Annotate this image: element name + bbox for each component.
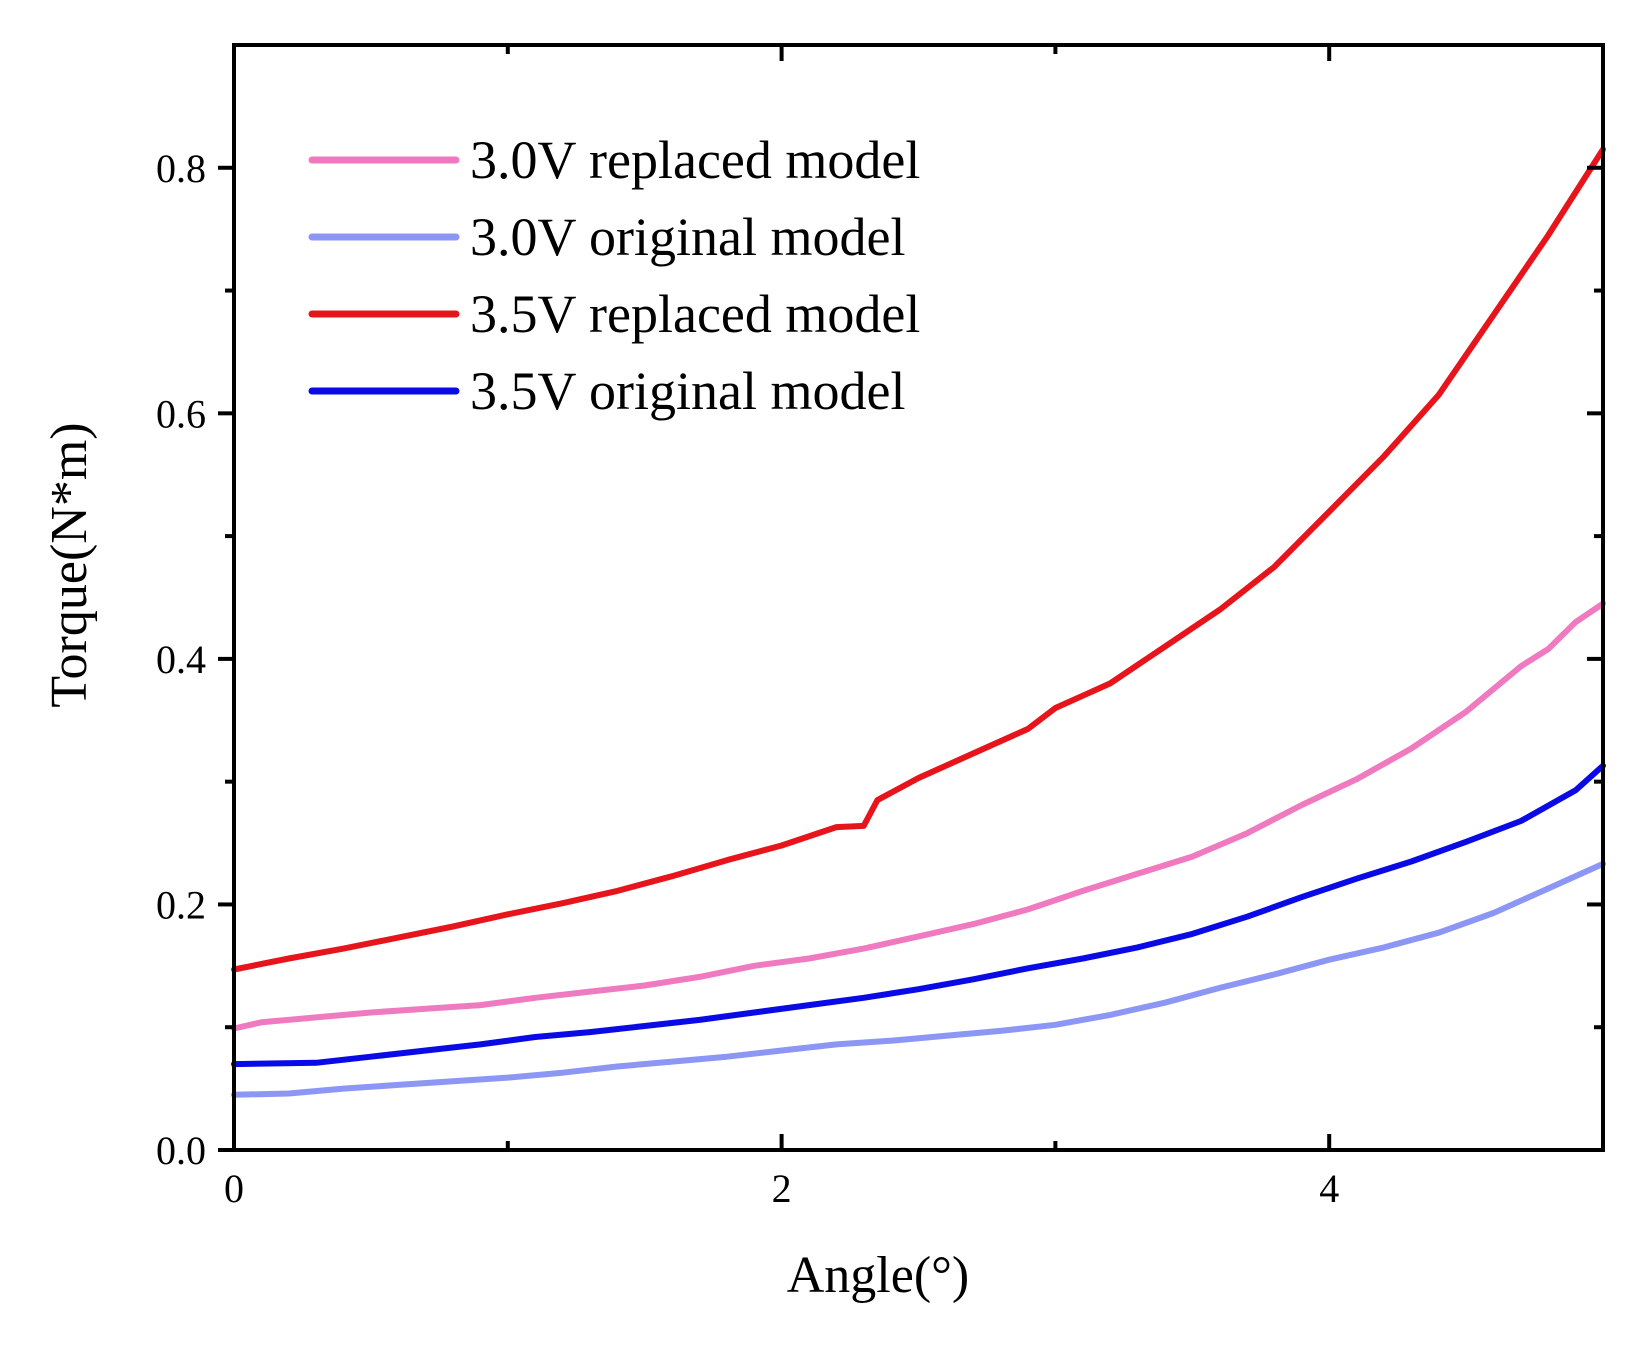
x-tick-label: 4 [1319, 1166, 1339, 1211]
y-tick-label: 0.6 [156, 391, 206, 436]
plot-frame-rect [232, 43, 1605, 1152]
x-tick-label: 0 [224, 1166, 244, 1211]
series-line-0 [231, 600, 1606, 1032]
series-layer [231, 146, 1606, 1098]
series-line-3 [231, 762, 1606, 1068]
legend-label-3: 3.5V original model [470, 361, 905, 421]
x-axis-title: Angle(°) [787, 1247, 970, 1304]
series-line-1 [231, 860, 1606, 1098]
series-line-2 [231, 146, 1606, 973]
legend: 3.0V replaced model 3.0V original model 3.… [308, 130, 920, 421]
legend-label-0: 3.0V replaced model [470, 130, 920, 190]
y-axis-title: Torque(N*m) [41, 422, 98, 707]
plot-frame [232, 43, 1605, 1152]
y-tick-label: 0.8 [156, 146, 206, 191]
axis-ticks: 0 2 4 0.0 0.2 0.4 0.6 0.8 [156, 45, 1605, 1211]
y-tick-label: 0.4 [156, 637, 206, 682]
y-tick-label: 0.2 [156, 882, 206, 927]
y-tick-label: 0.0 [156, 1128, 206, 1173]
legend-label-2: 3.5V replaced model [470, 284, 920, 344]
x-tick-label: 2 [772, 1166, 792, 1211]
legend-label-1: 3.0V original model [470, 207, 905, 267]
